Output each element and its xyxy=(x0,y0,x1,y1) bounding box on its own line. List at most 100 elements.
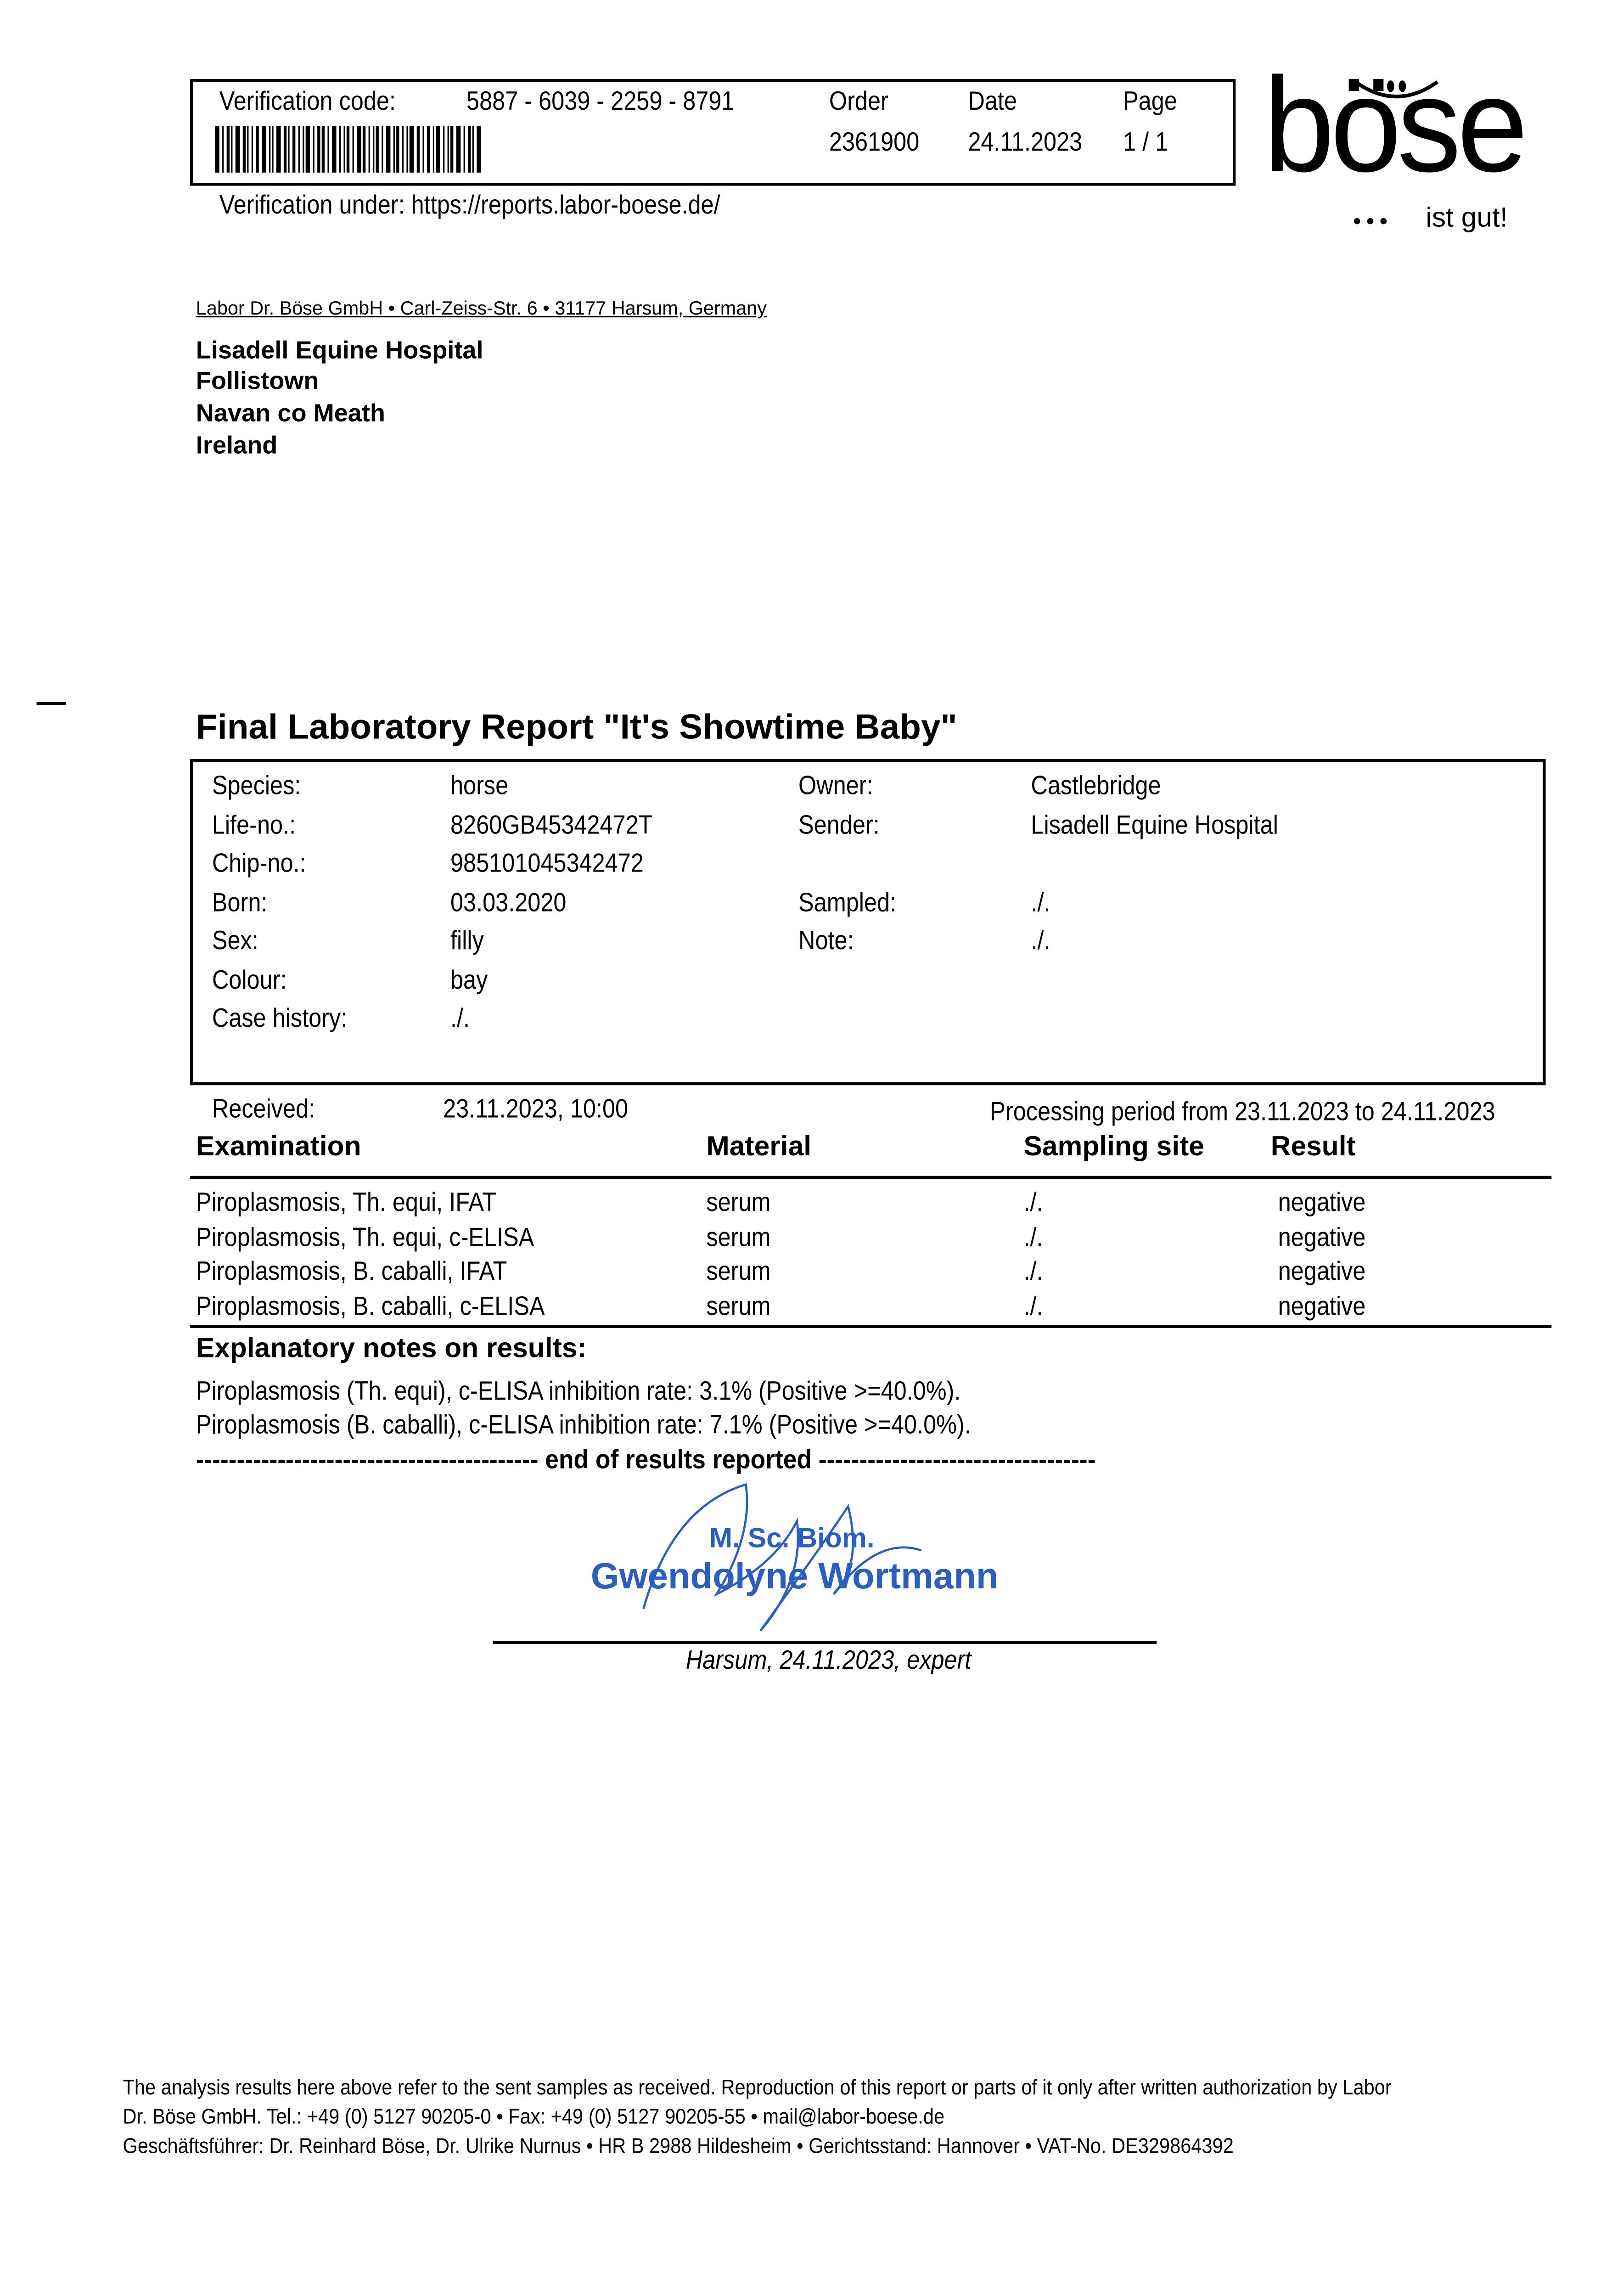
patient-field-label: Case history: xyxy=(212,1003,348,1033)
table-cell: ./. xyxy=(1023,1290,1043,1320)
barcode-bar xyxy=(436,125,441,173)
barcode-bar xyxy=(261,125,266,173)
table-cell: serum xyxy=(706,1256,771,1286)
barcode-bar xyxy=(272,125,274,173)
recipient-line: Follistown xyxy=(196,367,319,395)
sender-address: Labor Dr. Böse GmbH • Carl-Zeiss-Str. 6 … xyxy=(196,297,767,319)
logo-smile-icon xyxy=(1353,79,1440,102)
table-cell: Piroplasmosis, Th. equi, c-ELISA xyxy=(196,1222,534,1251)
note-line: Piroplasmosis (Th. equi), c-ELISA inhibi… xyxy=(196,1376,961,1406)
barcode-bar xyxy=(477,125,482,173)
patient-field-value: horse xyxy=(450,771,509,800)
barcode-bar xyxy=(268,125,270,173)
table-cell: Piroplasmosis, B. caballi, c-ELISA xyxy=(196,1290,545,1320)
barcode-bar xyxy=(313,125,315,173)
logo-slogan: ist gut! xyxy=(1426,203,1508,234)
barcode-bar xyxy=(456,125,461,173)
date-value: 24.11.2023 xyxy=(968,127,1083,157)
barcode-bar xyxy=(406,125,408,173)
barcode-bar xyxy=(215,125,219,173)
barcode-bar xyxy=(410,125,415,173)
patient-field-value: 03.03.2020 xyxy=(450,887,567,917)
barcode-bar xyxy=(451,125,454,173)
recipient-line: Navan co Meath xyxy=(196,399,386,428)
logo: böse xyxy=(1263,51,1528,201)
signature-place-date: Harsum, 24.11.2023, expert xyxy=(685,1645,972,1675)
barcode-bar xyxy=(252,125,254,173)
barcode-bar xyxy=(247,125,249,173)
barcode-bar xyxy=(283,125,286,173)
end-of-results: ----------------------------------------… xyxy=(196,1445,1096,1474)
barcode-bar xyxy=(368,125,370,173)
patient-field-label: Sampled: xyxy=(798,887,897,917)
barcode-bar xyxy=(463,125,465,173)
barcode-bar xyxy=(288,125,290,173)
barcode-bar xyxy=(356,125,361,173)
barcode-bar xyxy=(447,125,449,173)
verification-label: Verification code: xyxy=(219,86,396,116)
table-cell: Piroplasmosis, Th. equi, IFAT xyxy=(196,1187,497,1217)
signature-line xyxy=(493,1641,1157,1644)
barcode-bar xyxy=(322,125,326,173)
patient-field-label: Life-no.: xyxy=(212,809,296,839)
barcode-bar xyxy=(306,125,310,173)
processing-period: Processing period from 23.11.2023 to 24.… xyxy=(990,1097,1495,1126)
page-value: 1 / 1 xyxy=(1123,127,1168,157)
logo-dots-icon: ●●● xyxy=(1353,214,1393,230)
fold-mark xyxy=(36,702,66,705)
barcode-bar xyxy=(393,125,394,173)
patient-field-label: Chip-no.: xyxy=(212,848,306,878)
header-material: Material xyxy=(706,1132,812,1163)
patient-info-box xyxy=(190,759,1546,1086)
barcode-bar xyxy=(417,125,421,173)
header-sampling-site: Sampling site xyxy=(1023,1132,1204,1163)
barcode-bar xyxy=(292,125,296,173)
footer-line: Dr. Böse GmbH. Tel.: +49 (0) 5127 90205-… xyxy=(123,2106,945,2130)
table-cell: negative xyxy=(1278,1256,1366,1286)
barcode-bar xyxy=(347,125,350,173)
patient-field-label: Born: xyxy=(212,887,268,917)
barcode-bar xyxy=(426,125,430,173)
patient-field-label: Note: xyxy=(798,926,854,955)
patient-field-label: Colour: xyxy=(212,964,287,994)
barcode-bar xyxy=(302,125,303,173)
patient-field-value: ./. xyxy=(1031,926,1050,955)
patient-field-value: filly xyxy=(450,926,484,955)
table-cell: negative xyxy=(1278,1290,1366,1320)
verification-url[interactable]: Verification under: https://reports.labo… xyxy=(219,190,720,219)
barcode-bar xyxy=(276,125,281,173)
table-cell: ./. xyxy=(1023,1187,1043,1217)
signature-degree: M. Sc. Biom. xyxy=(709,1524,875,1555)
barcode-bar xyxy=(298,125,300,173)
header-result: Result xyxy=(1270,1132,1356,1163)
barcode-bar xyxy=(317,125,320,173)
table-cell: negative xyxy=(1278,1222,1366,1251)
barcode-bar xyxy=(467,125,471,173)
recipient-line: Lisadell Equine Hospital xyxy=(196,336,483,365)
patient-field-label: Sender: xyxy=(798,809,880,839)
patient-field-value: 8260GB45342472T xyxy=(450,809,653,839)
table-cell: negative xyxy=(1278,1187,1366,1217)
verification-box xyxy=(190,79,1236,186)
barcode-bar xyxy=(443,125,444,173)
barcode-bar xyxy=(402,125,404,173)
table-cell: serum xyxy=(706,1187,771,1217)
table-bottom-rule xyxy=(190,1325,1552,1328)
table-cell: ./. xyxy=(1023,1222,1043,1251)
received-label: Received: xyxy=(212,1094,315,1124)
barcode-bar xyxy=(328,125,330,173)
barcode-bar xyxy=(372,125,374,173)
barcode-bar xyxy=(386,125,391,173)
table-top-rule xyxy=(190,1176,1552,1179)
table-cell: serum xyxy=(706,1222,771,1251)
verification-code: 5887 - 6039 - 2259 - 8791 xyxy=(466,86,735,116)
patient-field-value: Lisadell Equine Hospital xyxy=(1031,809,1278,839)
recipient-line: Ireland xyxy=(196,431,278,460)
barcode-bar xyxy=(242,125,246,173)
patient-field-value: bay xyxy=(450,964,488,994)
barcode-bar xyxy=(256,125,259,173)
received-value: 23.11.2023, 10:00 xyxy=(443,1094,629,1124)
barcode-bar xyxy=(363,125,366,173)
barcode-bar xyxy=(331,125,337,173)
note-line: Piroplasmosis (B. caballi), c-ELISA inhi… xyxy=(196,1410,971,1440)
